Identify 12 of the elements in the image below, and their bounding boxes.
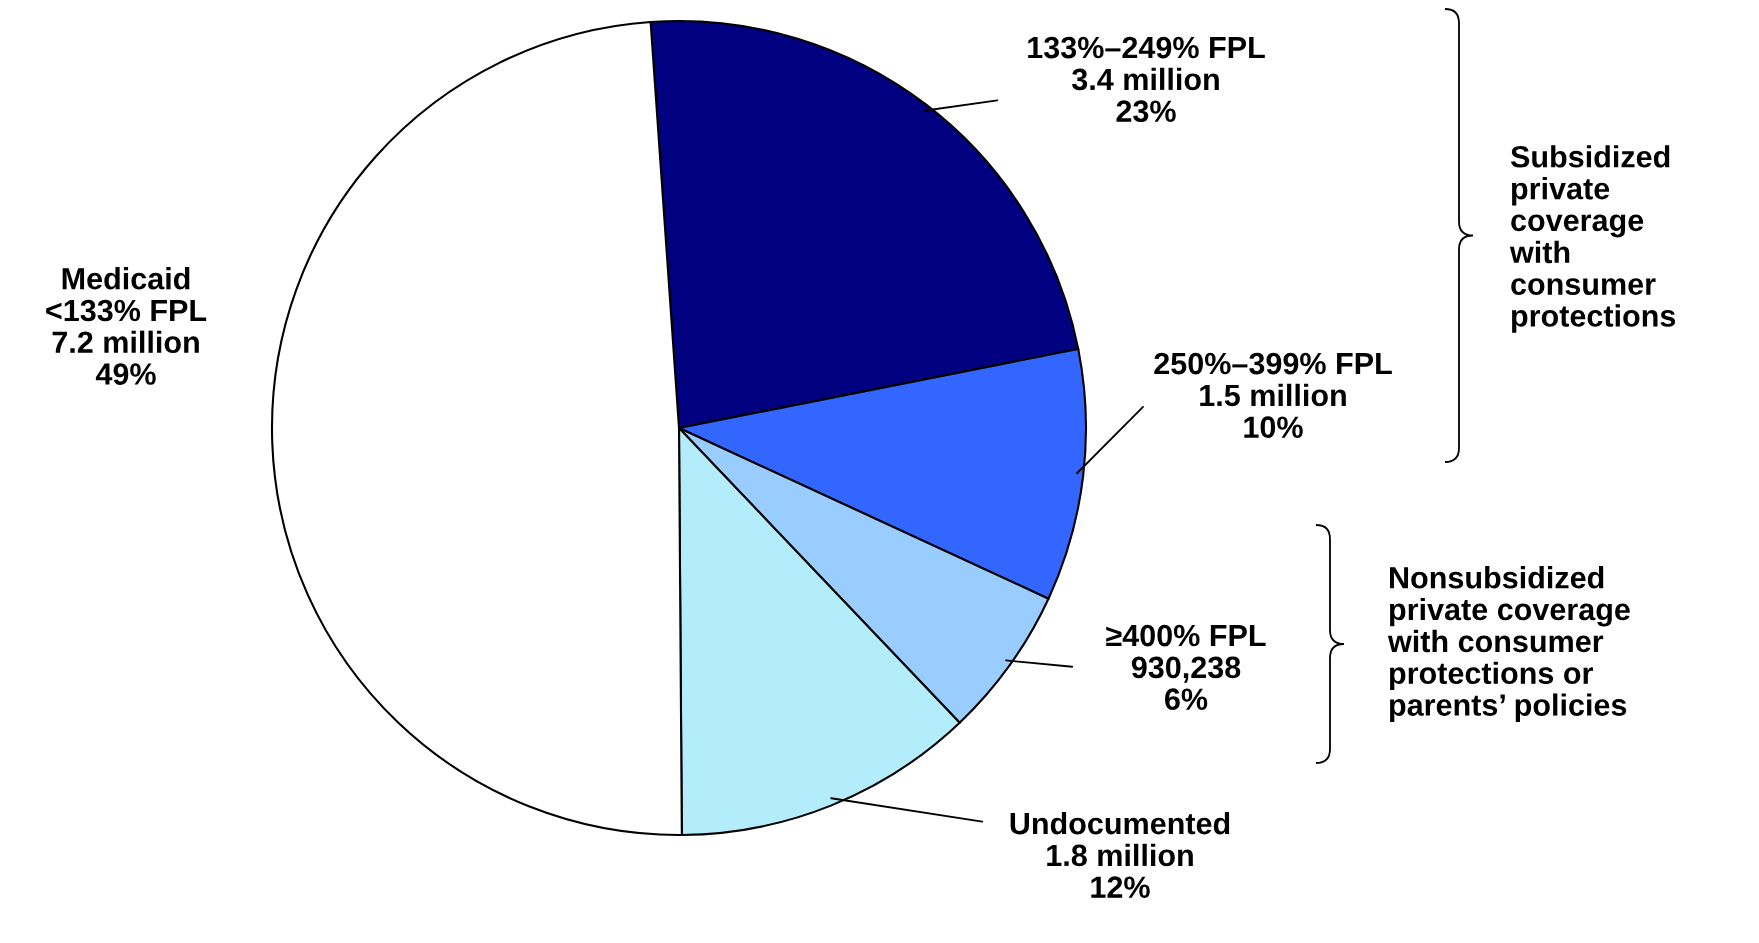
slice-label: 133%–249% FPL bbox=[1028, 36, 1265, 59]
data-label: 3.4 million 23% bbox=[1072, 67, 1219, 123]
text: Nonsubsidized private coverage with consumer protections or parents’ policies bbox=[1387, 566, 1630, 722]
data-label: 930,238 6% bbox=[1131, 656, 1241, 711]
slice-label: ≥400% FPL bbox=[1106, 624, 1266, 647]
slice-label: Medicaid <133% FPL bbox=[46, 267, 207, 322]
slice-label: 250%–399% FPL bbox=[1154, 352, 1392, 375]
data-label: 7.2 million 49% bbox=[52, 330, 199, 385]
data-label: 1.8 million 12% bbox=[1047, 843, 1193, 898]
text: Subsidized private coverage with consumer protections bbox=[1509, 145, 1676, 333]
slice-label: Undocumented bbox=[1010, 811, 1230, 835]
data-label: 1.5 million 10% bbox=[1200, 383, 1346, 439]
